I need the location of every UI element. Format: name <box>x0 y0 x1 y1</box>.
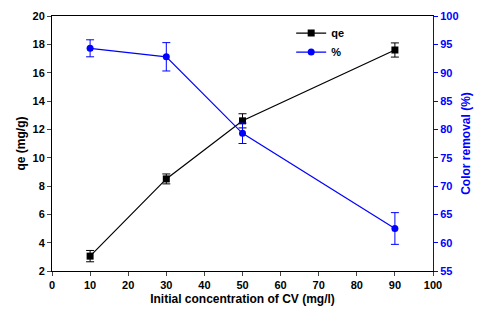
svg-text:qe (mg/g): qe (mg/g) <box>14 117 28 171</box>
svg-text:16: 16 <box>33 67 45 79</box>
svg-text:40: 40 <box>198 279 210 291</box>
svg-text:0: 0 <box>49 279 55 291</box>
svg-text:4: 4 <box>39 237 46 249</box>
svg-text:50: 50 <box>236 279 248 291</box>
svg-text:2: 2 <box>39 265 45 277</box>
svg-text:100: 100 <box>440 10 458 22</box>
svg-text:60: 60 <box>274 279 286 291</box>
svg-text:65: 65 <box>440 208 452 220</box>
svg-text:70: 70 <box>440 180 452 192</box>
svg-text:18: 18 <box>33 38 45 50</box>
svg-text:60: 60 <box>440 237 452 249</box>
svg-text:90: 90 <box>440 67 452 79</box>
svg-text:Color removal (%): Color removal (%) <box>459 92 473 195</box>
svg-text:80: 80 <box>440 123 452 135</box>
svg-text:70: 70 <box>313 279 325 291</box>
svg-text:qe: qe <box>331 27 344 39</box>
svg-text:6: 6 <box>39 208 45 220</box>
svg-text:90: 90 <box>389 279 401 291</box>
svg-text:Initial concentration of CV (m: Initial concentration of CV (mg/l) <box>150 292 335 306</box>
svg-text:100: 100 <box>424 279 442 291</box>
svg-text:85: 85 <box>440 95 452 107</box>
svg-text:%: % <box>331 46 341 58</box>
svg-text:10: 10 <box>33 152 45 164</box>
svg-text:30: 30 <box>160 279 172 291</box>
svg-text:75: 75 <box>440 152 452 164</box>
svg-text:14: 14 <box>33 95 46 107</box>
svg-text:8: 8 <box>39 180 45 192</box>
svg-text:12: 12 <box>33 123 45 135</box>
svg-text:55: 55 <box>440 265 452 277</box>
svg-text:20: 20 <box>33 10 45 22</box>
svg-text:10: 10 <box>84 279 96 291</box>
svg-text:20: 20 <box>122 279 134 291</box>
svg-text:80: 80 <box>351 279 363 291</box>
svg-text:95: 95 <box>440 38 452 50</box>
